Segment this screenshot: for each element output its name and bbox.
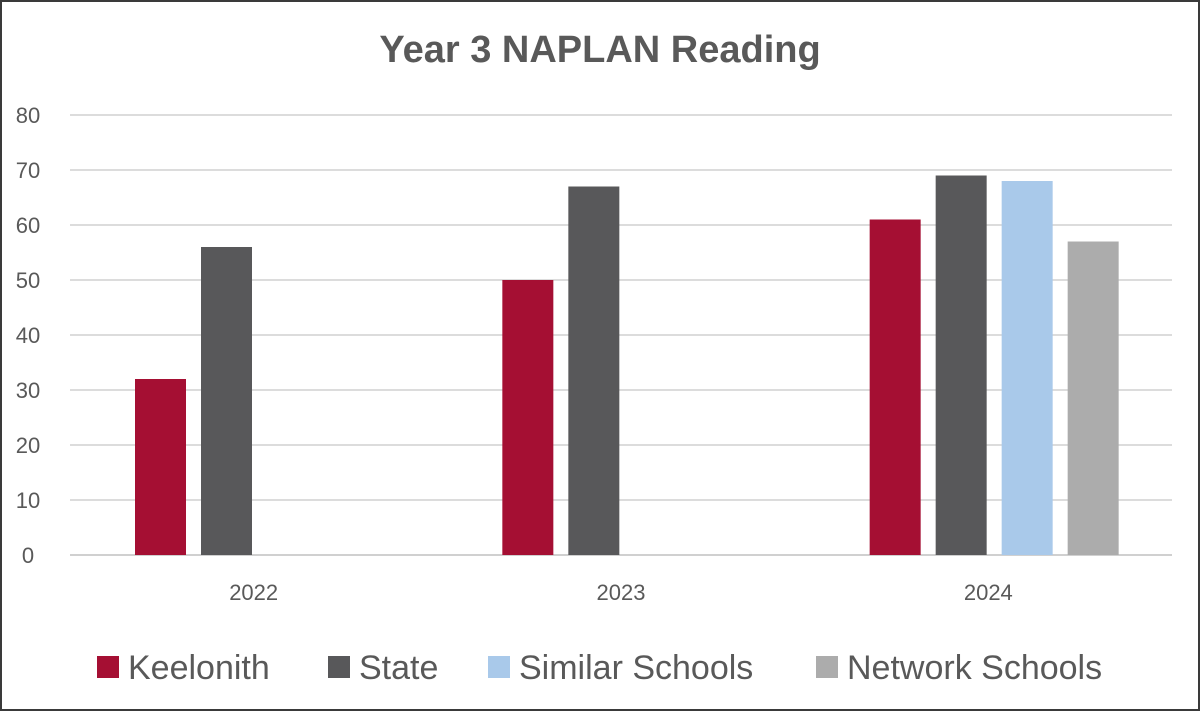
legend-label: Similar Schools: [519, 649, 753, 687]
bar: [568, 186, 620, 555]
legend-label: Keelonith: [128, 649, 270, 687]
legend-swatch: [328, 656, 350, 678]
y-tick-label: 70: [16, 158, 40, 183]
bar: [869, 219, 921, 555]
bar: [1067, 241, 1119, 555]
y-tick-label: 30: [16, 378, 40, 403]
x-tick-label: 2022: [229, 580, 278, 605]
legend-swatch: [488, 656, 510, 678]
bar: [935, 175, 987, 555]
y-tick-label: 40: [16, 323, 40, 348]
x-tick-label: 2024: [964, 580, 1013, 605]
y-tick-label: 10: [16, 488, 40, 513]
y-axis-ticks: 0 10 20 30 40 50 60 70 80: [16, 103, 40, 568]
bar: [135, 379, 186, 555]
chart-title: Year 3 NAPLAN Reading: [379, 29, 820, 71]
legend-label: Network Schools: [847, 649, 1102, 687]
legend: Keelonith State Similar Schools Network Sch…: [97, 649, 1102, 687]
legend-swatch: [816, 656, 838, 678]
gridlines: [70, 114, 1172, 556]
x-axis-ticks: 2022 2023 2024: [229, 580, 1013, 605]
y-tick-label: 60: [16, 213, 40, 238]
legend-swatch: [97, 656, 119, 678]
legend-label: State: [359, 649, 438, 687]
bar: [201, 247, 252, 555]
bar: [1001, 181, 1053, 555]
y-tick-label: 0: [22, 543, 34, 568]
x-tick-label: 2023: [597, 580, 646, 605]
y-tick-label: 20: [16, 433, 40, 458]
y-tick-label: 80: [16, 103, 40, 128]
y-tick-label: 50: [16, 268, 40, 293]
bar: [502, 280, 554, 555]
bars: [135, 175, 1119, 555]
